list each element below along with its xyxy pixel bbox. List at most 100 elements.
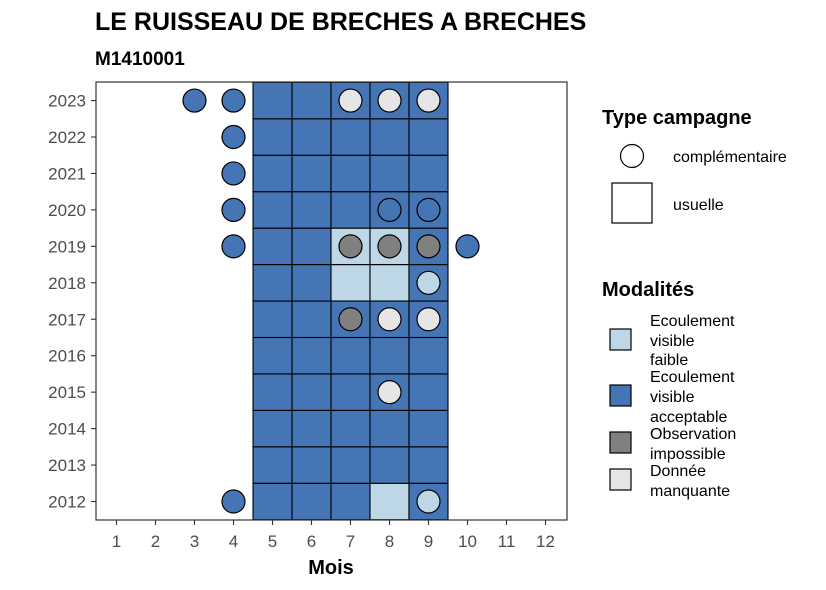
circle-2017-9 (416, 307, 441, 332)
square-2014-9 (408, 409, 449, 448)
square-2012-7 (330, 482, 371, 521)
legend-circle-key (619, 143, 645, 169)
square-2020-7 (330, 191, 371, 229)
legend-label-manquante: Donnée manquante (650, 463, 730, 500)
square-2014-5 (252, 409, 293, 448)
circle-2021-4 (221, 161, 246, 186)
legend-swatch-acceptable (609, 384, 632, 407)
y-tick-label-2019: 2019 (48, 237, 86, 256)
square-2019-5 (252, 227, 293, 266)
y-tick-label-2020: 2020 (48, 201, 86, 220)
circle-2023-3 (182, 88, 207, 113)
square-2013-8 (369, 446, 410, 484)
x-tick-label-10: 10 (458, 532, 477, 551)
square-2022-5 (252, 118, 293, 156)
x-tick-label-1: 1 (112, 532, 121, 551)
square-2018-5 (252, 264, 293, 302)
square-2021-9 (408, 154, 449, 193)
legend-complementaire-label: complémentaire (673, 149, 787, 166)
circle-2023-4 (221, 88, 246, 113)
circle-2019-10 (455, 234, 480, 259)
legend-modalites: Modalités Ecoulement visible faible Ecou… (602, 279, 741, 500)
square-2017-6 (291, 300, 332, 339)
square-2016-6 (291, 336, 332, 375)
square-2016-5 (252, 336, 293, 375)
legend-swatch-faible (609, 328, 632, 351)
square-2013-6 (291, 446, 332, 484)
x-tick-label-12: 12 (536, 532, 555, 551)
y-tick-label-2013: 2013 (48, 456, 86, 475)
legend-type-title: Type campagne (602, 107, 752, 129)
y-tick-label-2017: 2017 (48, 310, 86, 329)
circle-2023-7 (338, 88, 363, 113)
square-2021-6 (291, 154, 332, 193)
circle-2019-8 (377, 234, 402, 259)
y-tick-label-2022: 2022 (48, 128, 86, 147)
square-2018-6 (291, 264, 332, 302)
circle-2017-7 (338, 307, 363, 332)
square-2015-7 (330, 373, 371, 411)
x-axis: 1 2 3 4 5 6 7 8 9 10 11 12 (112, 520, 555, 551)
circle-2018-9 (416, 270, 441, 295)
circle-2012-4 (221, 489, 246, 514)
square-2020-5 (252, 191, 293, 229)
squares-layer (252, 81, 449, 521)
legend-modalites-title: Modalités (602, 279, 694, 301)
square-2013-5 (252, 446, 293, 484)
square-2019-6 (291, 227, 332, 266)
square-2014-7 (330, 409, 371, 448)
x-tick-label-8: 8 (385, 532, 394, 551)
circle-2012-9 (416, 489, 441, 514)
legend-swatch-impossible (609, 431, 632, 454)
square-2012-6 (291, 482, 332, 521)
square-2022-6 (291, 118, 332, 156)
y-tick-label-2015: 2015 (48, 383, 86, 402)
y-tick-label-2014: 2014 (48, 420, 86, 439)
square-2016-8 (369, 336, 410, 375)
legend-type-campagne: Type campagne complémentaire usuelle (602, 107, 787, 224)
circle-2017-8 (377, 307, 402, 332)
y-tick-label-2021: 2021 (48, 164, 86, 183)
square-2023-5 (252, 81, 293, 120)
square-2017-5 (252, 300, 293, 339)
circle-2019-9 (416, 234, 441, 259)
square-2013-7 (330, 446, 371, 484)
square-2016-9 (408, 336, 449, 375)
square-2018-7 (330, 264, 371, 302)
y-tick-label-2012: 2012 (48, 493, 86, 512)
circle-2019-7 (338, 234, 363, 259)
square-2015-9 (408, 373, 449, 411)
chart-subtitle: M1410001 (95, 49, 185, 70)
square-2021-5 (252, 154, 293, 193)
square-2012-8 (369, 482, 410, 521)
x-tick-label-9: 9 (424, 532, 433, 551)
square-2022-7 (330, 118, 371, 156)
legend-label-acceptable: Ecoulement visible acceptable (650, 369, 739, 426)
y-tick-label-2023: 2023 (48, 92, 86, 111)
square-2020-6 (291, 191, 332, 229)
square-2014-8 (369, 409, 410, 448)
square-2018-8 (369, 264, 410, 302)
circle-2023-8 (377, 88, 402, 113)
square-2016-7 (330, 336, 371, 375)
x-tick-label-2: 2 (151, 532, 160, 551)
square-2015-6 (291, 373, 332, 411)
legend-label-impossible: Observation impossible (650, 426, 741, 463)
circle-2019-4 (221, 234, 246, 259)
square-2014-6 (291, 409, 332, 448)
circles-layer (182, 88, 480, 514)
y-tick-label-2016: 2016 (48, 347, 86, 366)
square-2021-8 (369, 154, 410, 193)
x-tick-label-6: 6 (307, 532, 316, 551)
x-tick-label-7: 7 (346, 532, 355, 551)
legend-usuelle-label: usuelle (673, 197, 724, 214)
plot-border (95, 81, 568, 521)
x-tick-label-11: 11 (498, 532, 516, 551)
circle-2023-9 (416, 88, 441, 113)
square-2015-5 (252, 373, 293, 411)
x-tick-label-4: 4 (229, 532, 238, 551)
square-2022-9 (408, 118, 449, 156)
circle-2015-8 (377, 380, 402, 405)
circle-2020-9 (416, 197, 441, 222)
